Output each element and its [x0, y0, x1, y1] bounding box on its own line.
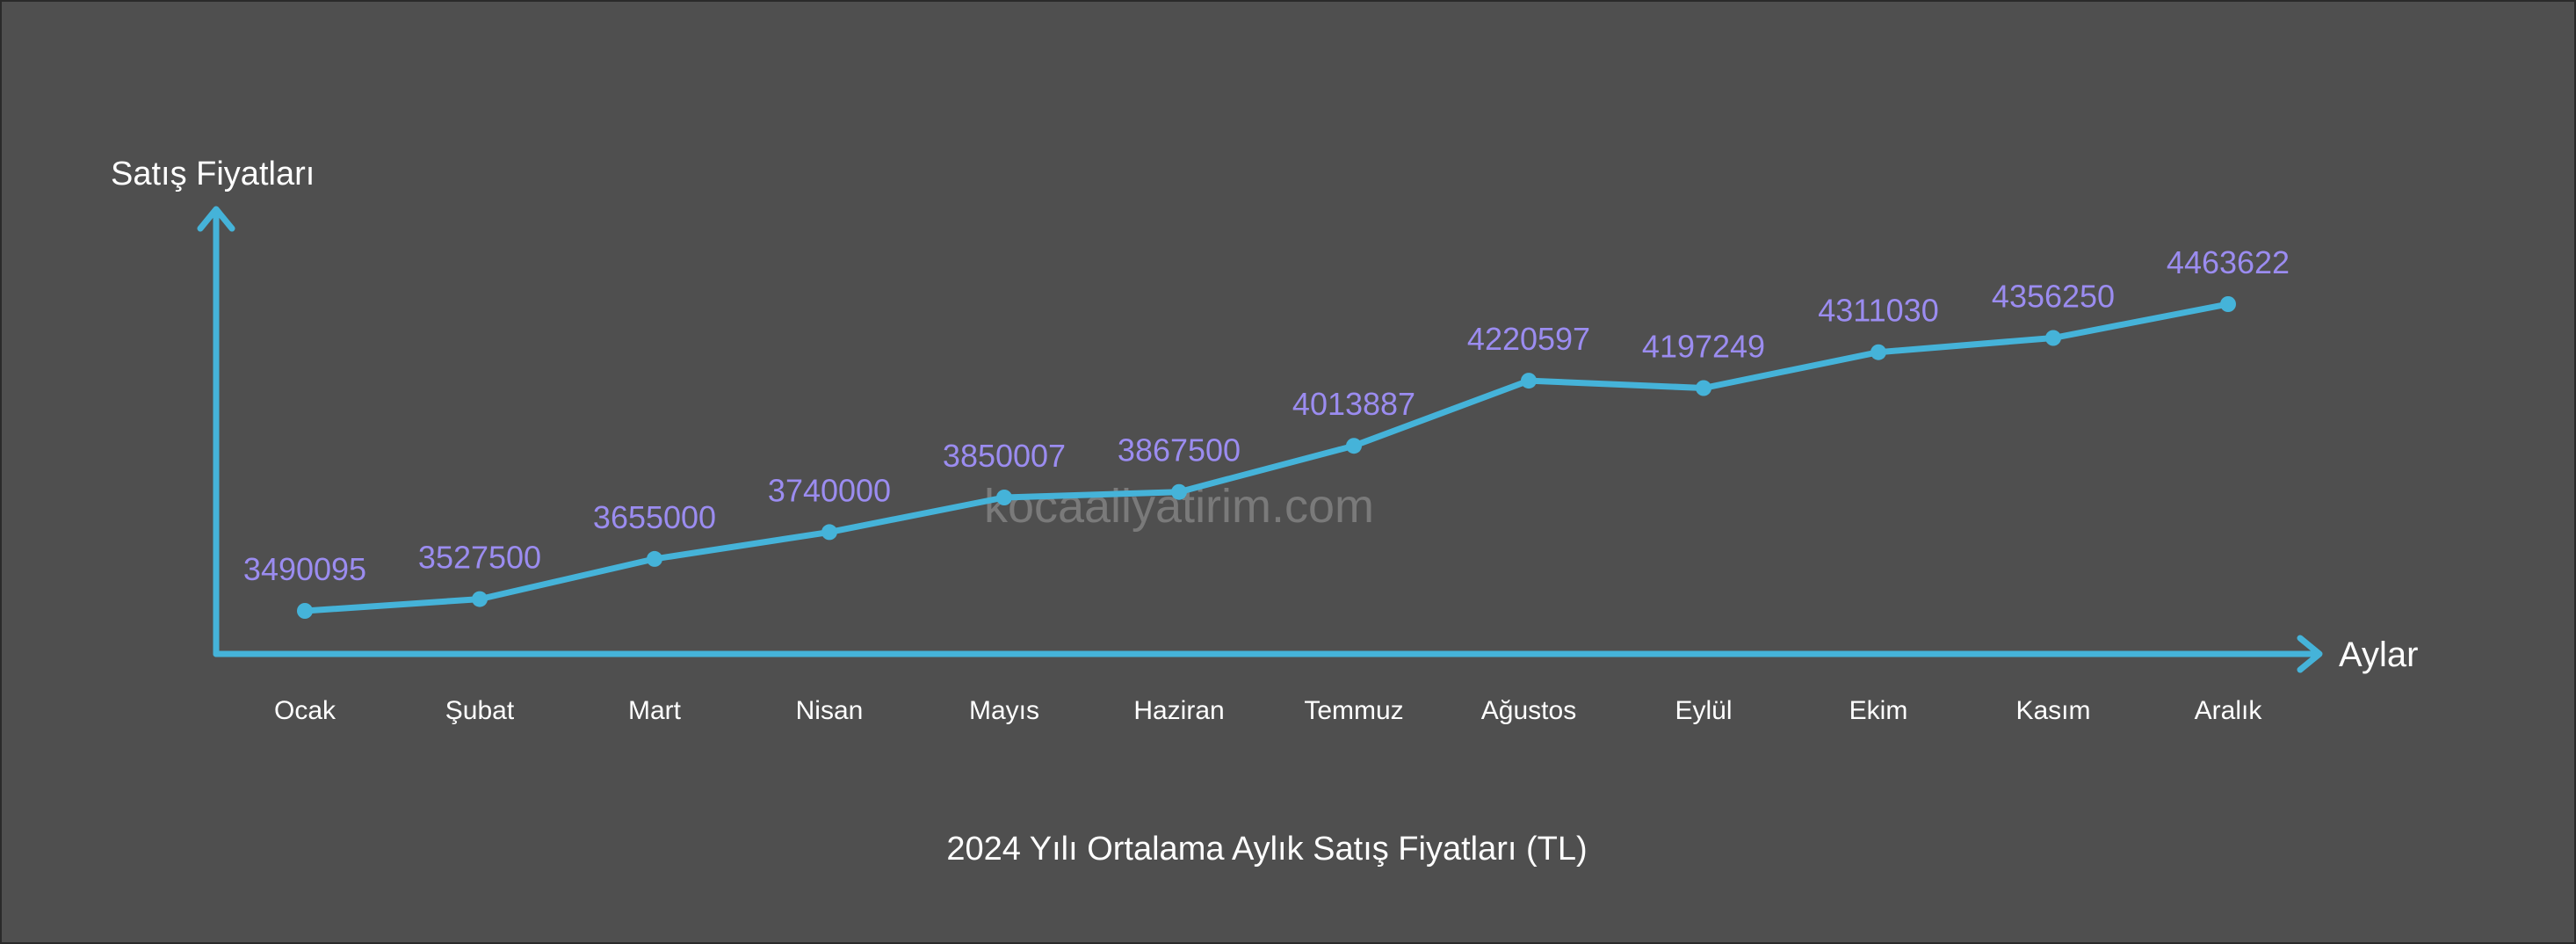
y-axis-arrowhead	[197, 206, 235, 232]
data-point-10	[1870, 344, 1886, 360]
data-point-9	[1696, 380, 1711, 396]
x-tick-label-2: Şubat	[445, 696, 515, 725]
data-label-2: 3527500	[418, 540, 541, 576]
data-labels-group: 3490095 3527500 3655000 3740000 3850007 38675…	[243, 244, 2290, 587]
data-point-7	[1346, 438, 1362, 454]
x-tick-label-8: Ağustos	[1481, 696, 1576, 725]
data-label-6: 3867500	[1118, 432, 1241, 468]
axes	[197, 206, 2323, 673]
x-tick-label-5: Mayıs	[969, 696, 1039, 725]
data-label-9: 4197249	[1642, 329, 1765, 365]
data-label-5: 3850007	[943, 438, 1066, 474]
x-tick-label-1: Ocak	[274, 696, 336, 725]
data-label-3: 3655000	[593, 499, 716, 535]
chart-title: 2024 Yılı Ortalama Aylık Satış Fiyatları…	[946, 831, 1587, 868]
data-label-8: 4220597	[1467, 321, 1590, 357]
data-label-11: 4356250	[1992, 279, 2115, 315]
x-tick-label-4: Nisan	[796, 696, 864, 725]
data-points-group	[297, 296, 2236, 619]
data-label-12: 4463622	[2167, 244, 2290, 280]
data-point-1	[297, 603, 313, 619]
series-line	[301, 301, 2232, 614]
data-point-11	[2045, 330, 2061, 346]
series-line-group	[301, 301, 2232, 614]
x-tick-label-11: Kasım	[2015, 696, 2090, 725]
y-axis-title: Satış Fiyatları	[111, 156, 315, 192]
x-tick-label-7: Temmuz	[1304, 696, 1403, 725]
data-point-3	[647, 550, 662, 567]
x-axis-arrowhead	[2297, 635, 2323, 673]
data-point-8	[1521, 373, 1537, 389]
data-point-12	[2220, 296, 2236, 312]
data-point-2	[472, 591, 488, 607]
data-label-7: 4013887	[1292, 386, 1415, 422]
x-axis-title: Aylar	[2339, 635, 2418, 674]
data-label-1: 3490095	[243, 551, 366, 587]
data-label-10: 4311030	[1818, 293, 1938, 329]
x-tick-label-12: Aralık	[2195, 696, 2263, 725]
x-tick-label-10: Ekim	[1849, 696, 1908, 725]
x-tick-label-9: Eylül	[1675, 696, 1732, 725]
x-tick-label-6: Haziran	[1133, 696, 1224, 725]
x-tick-labels-group: Ocak Şubat Mart Nisan Mayıs Haziran Temmuz Ağus…	[274, 696, 2262, 725]
data-point-6	[1171, 483, 1187, 500]
x-tick-label-3: Mart	[628, 696, 682, 725]
data-point-5	[996, 490, 1012, 505]
data-label-4: 3740000	[768, 472, 891, 508]
data-point-4	[821, 524, 837, 541]
